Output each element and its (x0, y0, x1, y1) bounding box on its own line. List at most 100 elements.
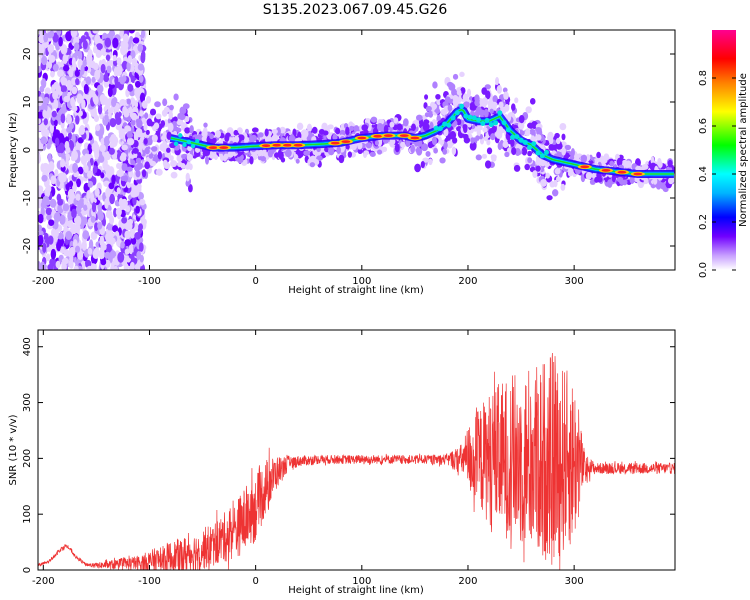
spectrogram-halo-blob (184, 127, 191, 134)
spectrogram-noise-blob (126, 61, 131, 72)
spectrogram-halo-blob (145, 129, 150, 135)
snr-frame (37, 329, 676, 571)
spectrogram-halo-blob (162, 130, 168, 140)
spectrogram-noise-blob (134, 263, 141, 270)
spectrogram-noise-blob (44, 87, 51, 95)
spectrogram-halo-blob (166, 147, 171, 153)
spectrogram-halo-blob (532, 170, 538, 179)
spectrogram-noise-blob (95, 49, 102, 58)
spectrogram-peak-dot (497, 110, 503, 116)
spectrogram-halo-blob (497, 142, 503, 151)
spectrogram-noise-blob (45, 253, 51, 262)
spectrogram-halo-blob (376, 122, 384, 132)
spectrogram-noise-blob (62, 203, 70, 212)
spectrogram-halo-blob (451, 146, 457, 156)
spectrogram-halo-blob (496, 85, 503, 94)
spectrogram-noise-blob (138, 223, 144, 231)
spectrogram-peak-dot (476, 117, 482, 123)
spectrogram-halo-blob (435, 108, 441, 114)
colorbar-gradient (712, 30, 736, 270)
spectrogram-halo-blob (224, 134, 230, 142)
spectrogram-noise-blob (124, 230, 131, 240)
spectrogram-noise-blob (121, 60, 128, 70)
spectrogram-halo-blob (469, 141, 477, 151)
spectrogram-noise-blob (41, 126, 48, 138)
spectrogram-halo-blob (470, 137, 475, 144)
spectrogram-halo-blob (379, 119, 385, 125)
spectrogram-halo-blob (121, 163, 128, 172)
spectrogram-noise-blob (44, 187, 51, 198)
spectrogram-noise-blob (83, 204, 88, 211)
spectrogram-halo-blob (170, 160, 178, 168)
spectrogram-peak-dot (501, 120, 507, 126)
spectrogram-halo-blob (141, 169, 147, 178)
spectrogram-noise-blob (38, 152, 41, 164)
spectrogram-halo-blob (189, 125, 194, 134)
spectrogram-halo-blob (594, 176, 599, 183)
spectrogram-noise-blob (42, 242, 47, 254)
spectrogram-x-tick-label: 300 (565, 276, 584, 287)
spectrogram-halo-blob (155, 168, 163, 176)
spectrogram-halo-blob (180, 122, 187, 131)
spectrogram-halo-blob (456, 89, 462, 96)
spectrogram-halo-blob (495, 77, 500, 86)
spectrogram-noise-blob (40, 43, 45, 54)
spectrogram-halo-blob (159, 143, 166, 152)
spectrogram-noise-blob (115, 207, 122, 217)
spectrogram-noise-blob (95, 129, 102, 137)
spectrogram-halo-blob (549, 180, 556, 188)
spectrogram-noise-blob (68, 68, 74, 78)
spectrogram-noise-blob (63, 64, 70, 72)
figure-title: S135.2023.067.09.45.G26 (263, 2, 448, 18)
spectrogram-halo-blob (446, 140, 454, 149)
spectrogram-y-tick-label: 0 (22, 147, 33, 153)
spectrogram-noise-blob (38, 230, 44, 237)
spectrogram-halo-blob (376, 149, 383, 155)
spectrogram-halo-blob (643, 178, 649, 185)
spectrogram-noise-blob (87, 180, 94, 188)
spectrogram-noise-blob (123, 262, 129, 270)
spectrogram-halo-blob (513, 164, 521, 172)
spectrogram-halo-blob (126, 98, 131, 105)
spectrogram-noise-blob (87, 247, 93, 255)
colorbar: 0.0 0.2 0.4 0.6 0.8 Normalized spectral ampl… (698, 30, 749, 278)
spectrogram-halo-blob (264, 128, 269, 137)
spectrogram-noise-blob (128, 244, 134, 255)
spectrogram-halo-blob (132, 147, 139, 154)
spectrogram-noise-blob (81, 99, 86, 110)
spectrogram-noise-blob (117, 251, 125, 263)
spectrogram-noise-blob (129, 229, 136, 239)
spectrogram-halo-blob (336, 146, 341, 154)
spectrogram-halo-blob (365, 142, 372, 149)
spectrogram-x-label: Height of straight line (km) (288, 285, 424, 296)
spectrogram-halo-blob (396, 124, 402, 130)
spectrogram-noise-blob (66, 115, 73, 125)
spectrogram-y-tick-label: -10 (22, 190, 33, 206)
spectrogram-halo-blob (149, 108, 157, 116)
spectrogram-halo-blob (288, 134, 296, 143)
spectrogram-halo-blob (503, 91, 509, 100)
spectrogram-halo-blob (306, 123, 313, 133)
spectrogram-halo-blob (148, 153, 154, 159)
spectrogram-halo-blob (511, 147, 517, 156)
spectrogram-halo-blob (616, 157, 623, 167)
spectrogram-noise-blob (141, 117, 147, 125)
spectrogram-noise-blob (91, 201, 97, 213)
spectrogram-noise-blob (79, 197, 84, 204)
spectrogram-halo-blob (486, 147, 493, 155)
spectrogram-halo-blob (335, 127, 341, 135)
spectrogram-noise-blob (53, 212, 61, 223)
spectrogram-hotspot (633, 172, 643, 176)
spectrogram-halo-blob (353, 125, 360, 133)
spectrogram-halo-blob (551, 143, 558, 151)
spectrogram-halo-blob (177, 113, 182, 120)
spectrogram-halo-blob (443, 128, 449, 137)
spectrogram-halo-blob (535, 127, 542, 133)
spectrogram-halo-blob (660, 184, 667, 190)
spectrogram-halo-blob (393, 117, 399, 124)
spectrogram-halo-blob (135, 169, 141, 178)
spectrogram-noise-blob (43, 96, 50, 105)
spectrogram-noise-blob (68, 180, 74, 188)
spectrogram-noise-blob (57, 198, 64, 206)
spectrogram-halo-blob (389, 121, 395, 128)
